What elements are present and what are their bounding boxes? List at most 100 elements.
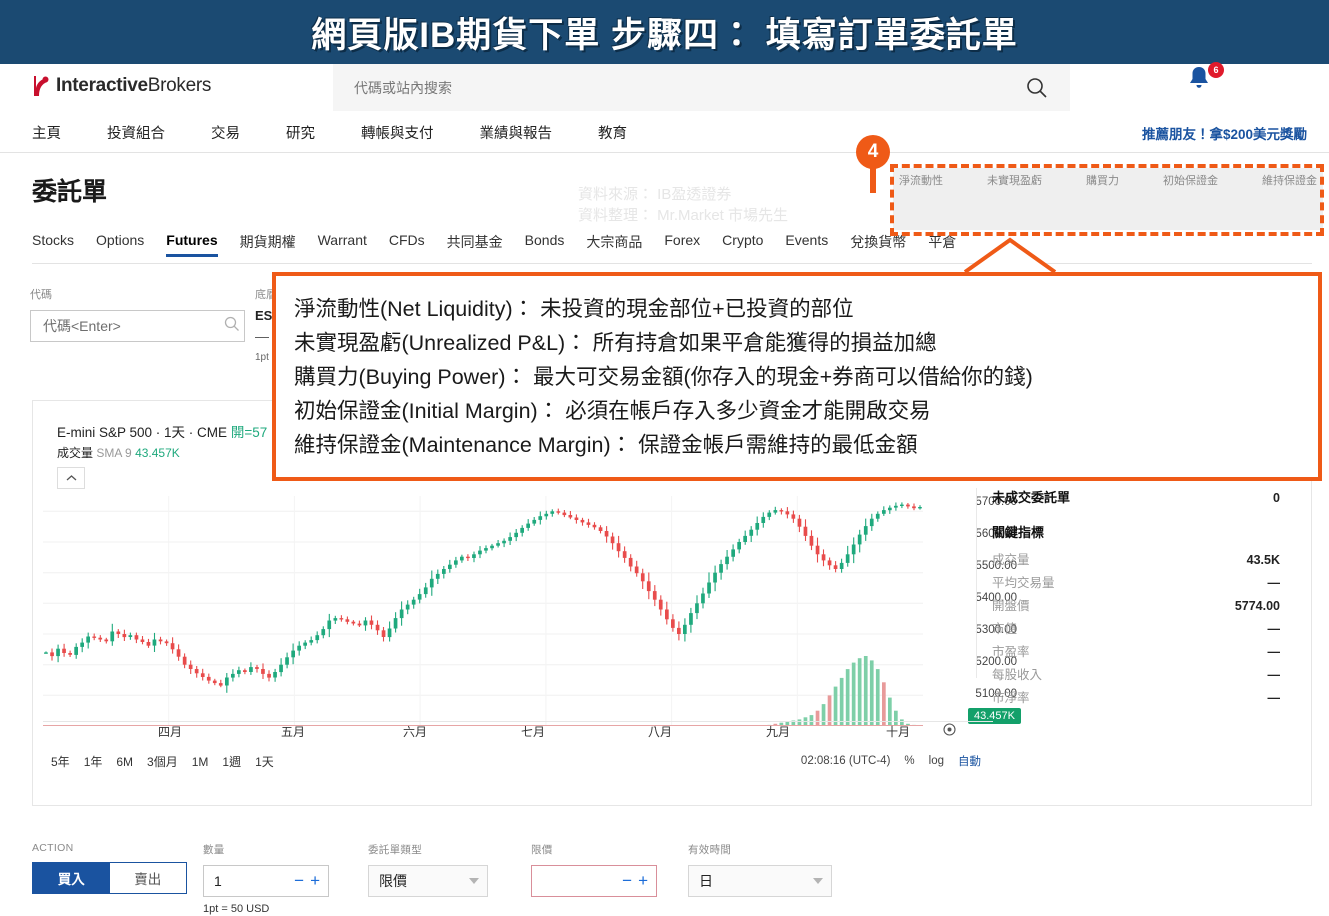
metric-key-volume: 成交量 — [992, 553, 1030, 567]
quantity-input[interactable] — [214, 873, 289, 889]
quantity-stepper[interactable]: − + — [203, 865, 329, 897]
search-bar[interactable] — [333, 64, 1070, 111]
tab-forex[interactable]: Forex — [664, 232, 701, 248]
buy-button[interactable]: 買入 — [33, 863, 110, 893]
chart-collapse-button[interactable] — [57, 467, 85, 489]
tab-mutual-funds[interactable]: 共同基金 — [446, 234, 503, 250]
nav-item-trade[interactable]: 交易 — [211, 125, 240, 142]
search-icon[interactable] — [1026, 77, 1048, 104]
tab-commodities[interactable]: 大宗商品 — [586, 234, 643, 250]
sell-button[interactable]: 賣出 — [109, 863, 186, 893]
quantity-label: 數量 — [203, 844, 225, 856]
limit-price-decrement-button[interactable]: − — [622, 871, 633, 890]
limit-price-increment-button[interactable]: + — [638, 871, 648, 890]
range-1y[interactable]: 1年 — [83, 755, 103, 769]
range-1m[interactable]: 1M — [191, 754, 209, 769]
tab-events[interactable]: Events — [785, 232, 829, 248]
quantity-increment-button[interactable]: + — [310, 871, 320, 890]
limit-price-label: 限價 — [531, 844, 553, 856]
chart-auto-toggle[interactable]: 自動 — [958, 756, 981, 768]
symbol-input[interactable] — [43, 318, 224, 334]
metrics-divider — [976, 488, 977, 678]
nav-items: 主頁 投資組合 交易 研究 轉帳與支付 業績與報告 教育 — [32, 111, 673, 153]
account-col-unrealized-pnl: 未實現盈虧 — [987, 175, 1042, 187]
annotation-line-unrealized-pnl: 未實現盈虧(Unrealized P&L)： 所有持倉如果平倉能獲得的損益加總 — [294, 331, 937, 355]
tab-options[interactable]: Options — [96, 232, 145, 248]
tab-stocks[interactable]: Stocks — [32, 232, 75, 248]
search-input[interactable] — [354, 79, 994, 96]
range-1w[interactable]: 1週 — [222, 755, 242, 769]
ib-logo[interactable]: InteractiveBrokers — [32, 74, 211, 98]
metric-row-eps: 每股收入 — — [978, 662, 1298, 685]
tab-futures-options[interactable]: 期貨期權 — [239, 234, 296, 250]
nav-item-home[interactable]: 主頁 — [32, 125, 61, 142]
time-axis: 四月 五月 六月 七月 八月 九月 十月 — [43, 723, 993, 747]
limit-price-group: 限價 − + — [531, 842, 657, 897]
notifications-button[interactable]: 6 — [1186, 62, 1226, 104]
action-toggle[interactable]: 買入 賣出 — [32, 862, 187, 894]
candlestick-plot[interactable] — [43, 496, 923, 916]
metric-key-pb-ratio: 市淨率 — [992, 691, 1030, 705]
tab-close-position[interactable]: 平倉 — [928, 234, 957, 250]
metric-value-volume: 43.5K — [1246, 553, 1280, 567]
key-stats-header: 關鍵指標 — [978, 516, 1298, 547]
quantity-group: 數量 − + 1pt = 50 USD — [203, 842, 329, 915]
account-col-buying-power: 購買力 — [1086, 175, 1119, 187]
order-type-value: 限價 — [379, 873, 407, 889]
nav-item-research[interactable]: 研究 — [286, 125, 315, 142]
open-orders-value: 0 — [1273, 491, 1280, 505]
key-metrics-panel: 未成交委託單 0 關鍵指標 成交量 43.5K 平均交易量 — 開盤價 5774… — [978, 485, 1298, 708]
time-in-force-value: 日 — [699, 873, 713, 889]
time-tick-jul: 七月 — [521, 725, 546, 739]
chart-settings-icon[interactable] — [943, 723, 956, 739]
range-1d[interactable]: 1天 — [255, 755, 274, 769]
tab-currency-exchange[interactable]: 兌換貨幣 — [850, 234, 907, 250]
instrument-tabs: Stocks Options Futures 期貨期權 Warrant CFDs… — [32, 232, 1312, 264]
order-type-select[interactable]: 限價 — [368, 865, 488, 897]
metric-key-open-price: 開盤價 — [992, 599, 1030, 613]
account-col-maintenance-margin: 維持保證金 — [1262, 175, 1317, 187]
nav-item-portfolio[interactable]: 投資組合 — [107, 125, 165, 142]
symbol-search-icon[interactable] — [224, 316, 240, 337]
annotation-callout: 淨流動性(Net Liquidity)： 未投資的現金部位+已投資的部位 未實現… — [272, 272, 1322, 481]
chart-instrument-label: E-mini S&P 500 · 1天 · CME — [57, 425, 228, 440]
metric-value-pb-ratio: — — [1267, 691, 1281, 705]
tab-bonds[interactable]: Bonds — [524, 232, 565, 248]
chevron-down-icon — [469, 878, 479, 884]
nav-item-education[interactable]: 教育 — [598, 125, 627, 142]
metric-row-pe-ratio: 市盈率 — — [978, 639, 1298, 662]
symbol-field-group: 代碼 — [30, 286, 250, 342]
nav-item-performance-reports[interactable]: 業績與報告 — [479, 125, 553, 142]
price-tick-5300: 5300.00 — [975, 624, 1017, 636]
tab-futures[interactable]: Futures — [166, 232, 218, 257]
range-3m[interactable]: 3個月 — [147, 755, 178, 769]
quantity-decrement-button[interactable]: − — [294, 871, 305, 890]
metric-row-avg-volume: 平均交易量 — — [978, 570, 1298, 593]
limit-price-stepper[interactable]: − + — [531, 865, 657, 897]
price-tick-5700: 5700.00 — [975, 496, 1017, 508]
symbol-input-wrap[interactable] — [30, 310, 245, 342]
tab-crypto[interactable]: Crypto — [722, 232, 764, 248]
time-axis-rule — [43, 721, 993, 722]
annotation-lines: 淨流動性(Net Liquidity)： 未投資的現金部位+已投資的部位 未實現… — [276, 276, 1318, 462]
range-6m[interactable]: 6M — [116, 754, 134, 769]
time-in-force-group: 有效時間 日 — [688, 842, 832, 897]
tab-cfds[interactable]: CFDs — [388, 232, 425, 248]
time-tick-may: 五月 — [281, 725, 306, 739]
limit-price-input[interactable] — [542, 873, 617, 889]
tab-warrant[interactable]: Warrant — [317, 232, 367, 248]
time-tick-oct: 十月 — [886, 725, 911, 739]
chart-indicator-legend: 成交量 SMA 9 43.457K — [57, 444, 180, 461]
annotation-line-net-liquidity: 淨流動性(Net Liquidity)： 未投資的現金部位+已投資的部位 — [294, 297, 854, 321]
metric-row-volume: 成交量 43.5K — [978, 547, 1298, 570]
order-entry-form: ACTION 買入 賣出 數量 − + 1pt = 50 USD 委託單類型 限… — [0, 832, 1329, 916]
referral-link[interactable]: 推薦朋友！拿$200美元獎勵 — [1141, 127, 1307, 142]
chart-log-toggle[interactable]: log — [928, 755, 944, 767]
order-type-label: 委託單類型 — [368, 844, 422, 856]
range-5y[interactable]: 5年 — [51, 755, 70, 769]
account-col-initial-margin: 初始保證金 — [1163, 175, 1218, 187]
chart-percent-toggle[interactable]: % — [904, 755, 915, 767]
chart-sma-label: SMA 9 — [96, 446, 132, 460]
nav-item-transfer-pay[interactable]: 轉帳與支付 — [361, 125, 434, 142]
time-in-force-select[interactable]: 日 — [688, 865, 832, 897]
